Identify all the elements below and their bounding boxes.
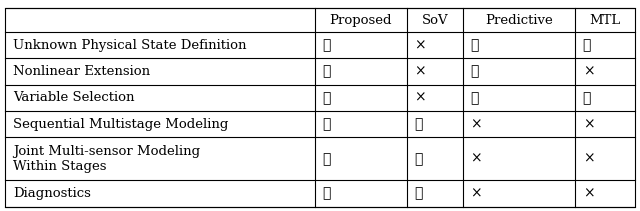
Text: ×: × xyxy=(415,38,426,52)
Text: SoV: SoV xyxy=(421,14,448,27)
Text: ×: × xyxy=(582,65,595,78)
Text: ×: × xyxy=(415,91,426,105)
Text: Variable Selection: Variable Selection xyxy=(13,91,134,104)
Text: ×: × xyxy=(470,117,482,131)
Text: ✓: ✓ xyxy=(582,91,591,105)
Text: Sequential Multistage Modeling: Sequential Multistage Modeling xyxy=(13,118,228,131)
Text: ×: × xyxy=(582,187,595,201)
Text: ✓: ✓ xyxy=(415,117,423,131)
Text: ×: × xyxy=(415,65,426,78)
Text: Diagnostics: Diagnostics xyxy=(13,187,91,200)
Text: ✓: ✓ xyxy=(582,38,591,52)
Text: ✓: ✓ xyxy=(323,38,331,52)
Text: ✓: ✓ xyxy=(470,65,479,78)
Text: ×: × xyxy=(470,187,482,201)
Text: ✓: ✓ xyxy=(323,152,331,166)
Text: Nonlinear Extension: Nonlinear Extension xyxy=(13,65,150,78)
Text: ×: × xyxy=(582,152,595,166)
Text: ✓: ✓ xyxy=(323,187,331,201)
Text: Predictive: Predictive xyxy=(485,14,553,27)
Text: MTL: MTL xyxy=(589,14,621,27)
Text: ✓: ✓ xyxy=(323,117,331,131)
Text: ✓: ✓ xyxy=(470,38,479,52)
Text: ✓: ✓ xyxy=(415,152,423,166)
Text: ×: × xyxy=(582,117,595,131)
Text: Proposed: Proposed xyxy=(330,14,392,27)
Text: ✓: ✓ xyxy=(470,91,479,105)
Text: Unknown Physical State Definition: Unknown Physical State Definition xyxy=(13,39,246,52)
Text: ✓: ✓ xyxy=(323,65,331,78)
Text: Joint Multi-sensor Modeling
Within Stages: Joint Multi-sensor Modeling Within Stage… xyxy=(13,145,200,173)
Text: ✓: ✓ xyxy=(415,187,423,201)
Text: ×: × xyxy=(470,152,482,166)
Text: ✓: ✓ xyxy=(323,91,331,105)
